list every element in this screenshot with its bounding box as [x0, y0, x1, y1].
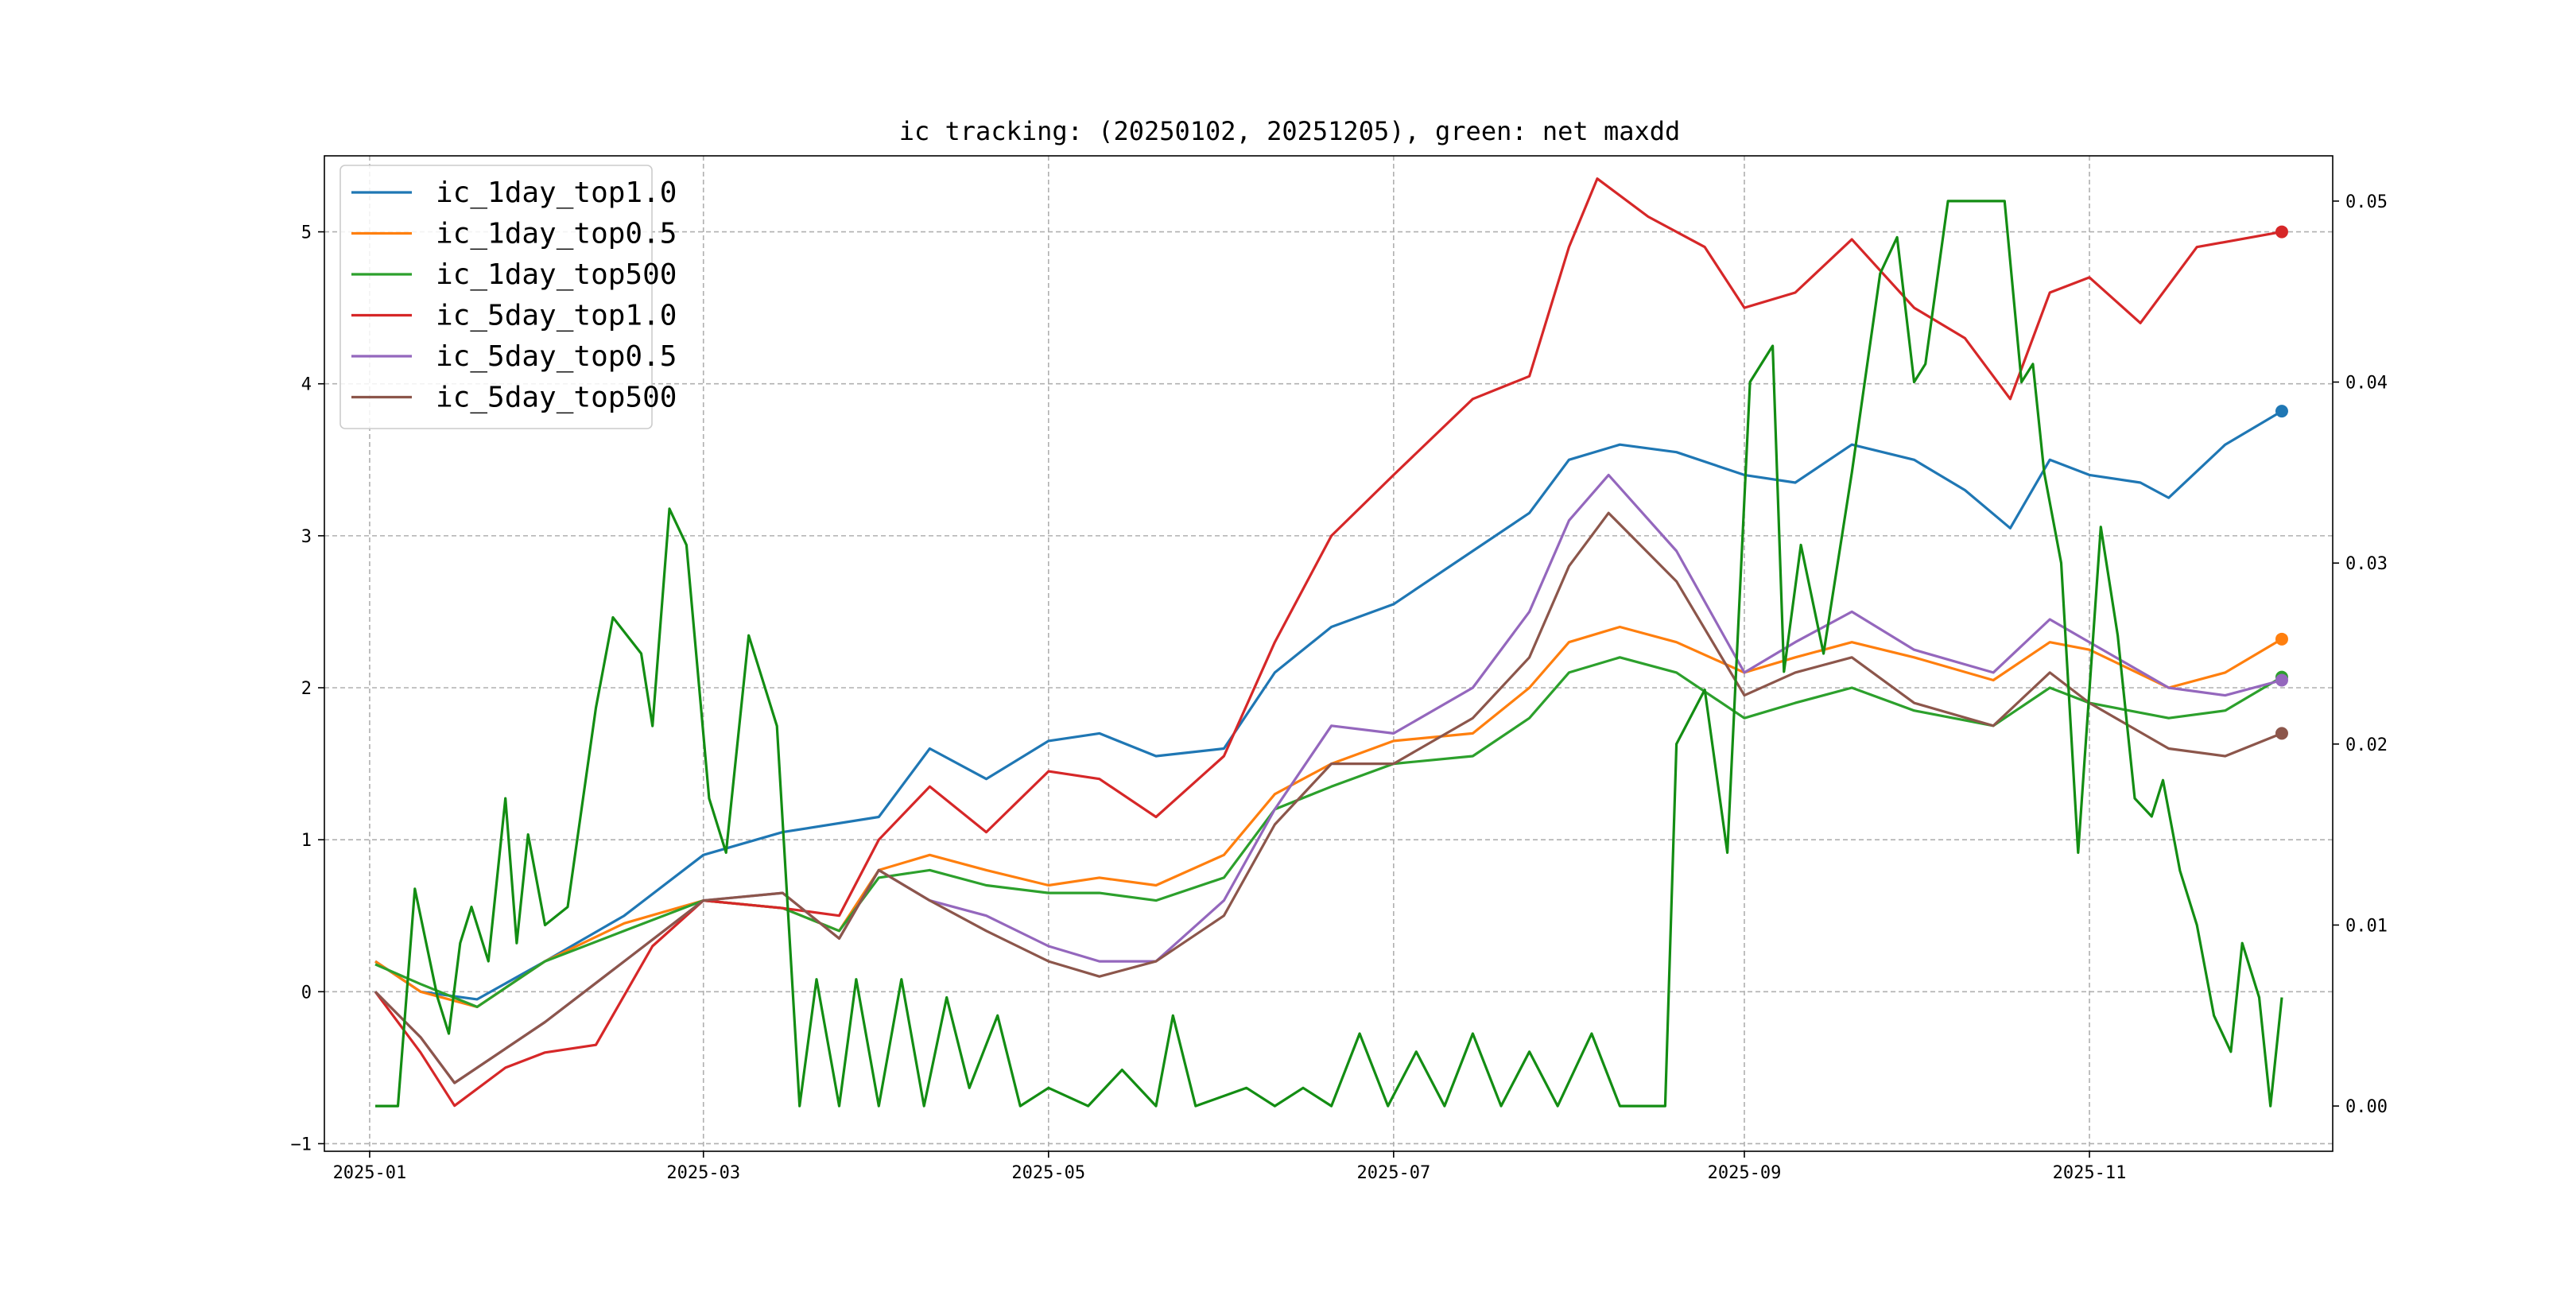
series-line-ic_1day_top1.0: [374, 409, 2283, 1001]
legend-box: [339, 165, 653, 429]
y-tick-label-right: 0.05: [2345, 192, 2388, 212]
legend: ic_1day_top1.0 ic_1day_top0.5 ic_1day_top5…: [339, 165, 677, 429]
y-tick-label-left: 4: [301, 375, 312, 395]
legend-label: ic_1day_top0.5: [436, 218, 677, 250]
chart-title: ic tracking: (20250102, 20251205), green…: [899, 116, 1681, 146]
x-tick-label: 2025-11: [2053, 1163, 2127, 1183]
legend-label: ic_5day_top1.0: [436, 300, 677, 332]
y-tick-label-right: 0.00: [2345, 1097, 2388, 1117]
x-tick-label: 2025-01: [333, 1163, 407, 1183]
series-line-net-maxdd: [375, 200, 2283, 1108]
series-line-ic_5day_top1.0: [374, 177, 2283, 1108]
x-tick-label: 2025-07: [1356, 1163, 1430, 1183]
series-end-marker: [2275, 673, 2288, 687]
legend-label: ic_5day_top500: [436, 382, 677, 414]
series-layer: [374, 177, 2288, 1108]
series-end-marker: [2275, 225, 2288, 239]
series-end-marker: [2275, 405, 2288, 418]
plot-frame: [324, 155, 2334, 1152]
y-tick-label-left: 2: [301, 679, 312, 699]
series-line-ic_5day_top500: [374, 511, 2283, 1084]
series-end-marker: [2275, 727, 2288, 740]
legend-label: ic_1day_top500: [436, 258, 677, 291]
y-tick-label-right: 0.04: [2345, 374, 2388, 394]
y-tick-label-left: 5: [301, 223, 312, 243]
y-tick-label-right: 0.02: [2345, 735, 2388, 755]
x-tick-label: 2025-09: [1708, 1163, 1782, 1183]
y-tick-label-left: 3: [301, 527, 312, 547]
y-tick-label-left: 0: [301, 983, 312, 1003]
legend-label: ic_1day_top1.0: [436, 177, 677, 209]
y-tick-label-left: 1: [301, 831, 312, 851]
x-tick-label: 2025-05: [1011, 1163, 1085, 1183]
axis-layer: 2025-01 2025-03 2025-05 2025-07 2025-09 2025-…: [291, 192, 2388, 1183]
x-tick-label: 2025-03: [666, 1163, 740, 1183]
legend-label: ic_5day_top0.5: [436, 340, 677, 373]
y-tick-label-left: −1: [291, 1135, 312, 1154]
y-tick-label-right: 0.03: [2345, 554, 2388, 574]
series-end-marker: [2275, 632, 2288, 646]
y-tick-label-right: 0.01: [2345, 916, 2388, 936]
